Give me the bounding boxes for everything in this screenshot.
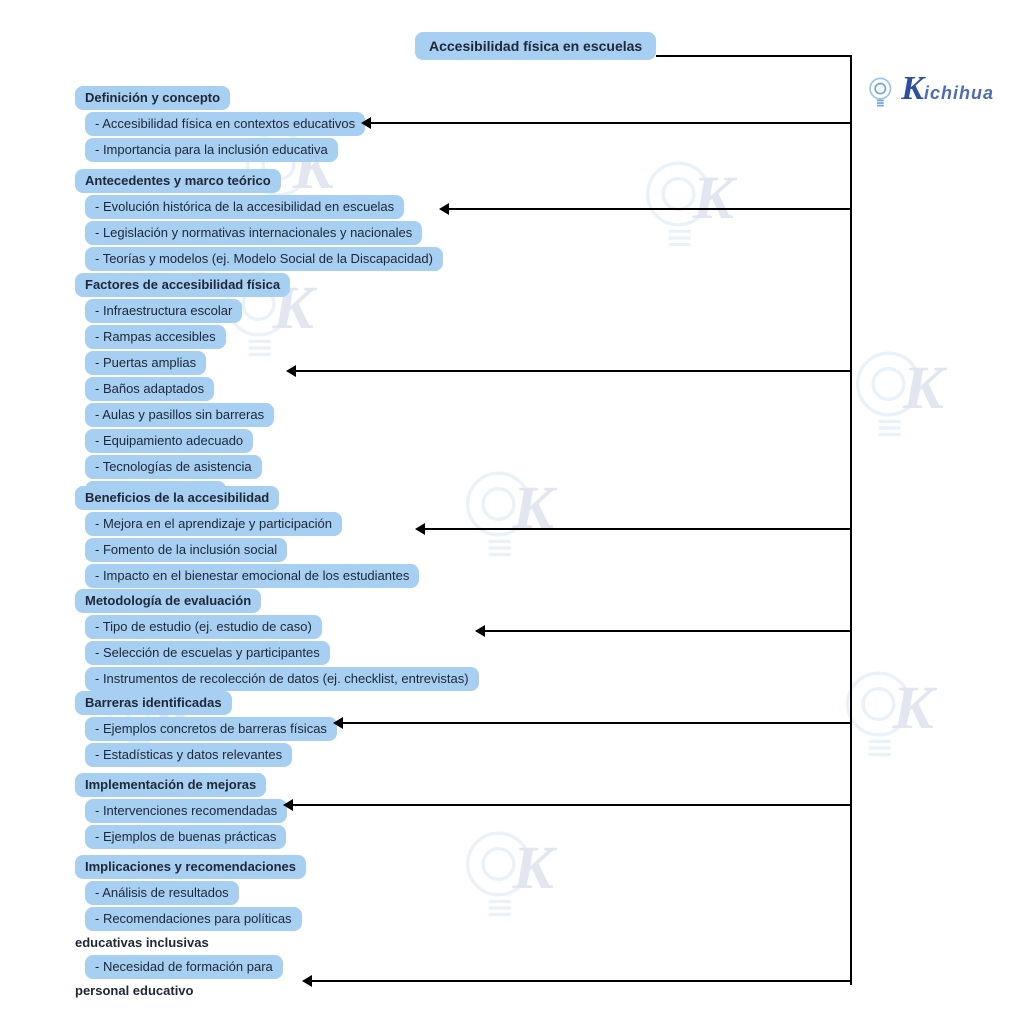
section-item: - Tecnologías de asistencia: [85, 455, 262, 479]
tree-trunk-line: [850, 55, 852, 985]
brand-logo: Kichihua: [865, 70, 994, 114]
section-item: - Tipo de estudio (ej. estudio de caso): [85, 615, 322, 639]
section-item: - Ejemplos de buenas prácticas: [85, 825, 286, 849]
watermark-logo: K: [850, 340, 960, 450]
section-item-continuation: personal educativo: [75, 981, 306, 1001]
section-title: Metodología de evaluación: [75, 589, 261, 613]
arrowhead-icon: [361, 117, 371, 129]
section-item: - Evolución histórica de la accesibilida…: [85, 195, 404, 219]
root-node: Accesibilidad física en escuelas: [415, 32, 656, 60]
arrowhead-icon: [302, 975, 312, 987]
watermark-logo: K: [640, 150, 750, 260]
section-item: - Legislación y normativas internacional…: [85, 221, 422, 245]
section-implicaciones: Implicaciones y recomendaciones - Anális…: [75, 854, 306, 1002]
section-item: - Equipamiento adecuado: [85, 429, 253, 453]
branch-line: [293, 804, 850, 806]
svg-text:K: K: [692, 164, 738, 232]
svg-text:K: K: [892, 674, 938, 742]
section-item: - Ejemplos concretos de barreras físicas: [85, 717, 337, 741]
section-beneficios: Beneficios de la accesibilidad - Mejora …: [75, 485, 419, 589]
arrowhead-icon: [415, 523, 425, 535]
branch-line: [371, 122, 850, 124]
root-connector-line: [656, 55, 852, 57]
section-title: Definición y concepto: [75, 86, 230, 110]
section-factores: Factores de accesibilidad física - Infra…: [75, 272, 290, 506]
section-item: - Importancia para la inclusión educativ…: [85, 138, 338, 162]
arrowhead-icon: [439, 203, 449, 215]
svg-text:K: K: [512, 834, 558, 902]
watermark-logo: K: [840, 660, 950, 770]
section-title: Factores de accesibilidad física: [75, 273, 290, 297]
arrowhead-icon: [333, 717, 343, 729]
section-implementacion: Implementación de mejoras - Intervencion…: [75, 772, 287, 850]
section-title: Implicaciones y recomendaciones: [75, 855, 306, 879]
section-item: - Mejora en el aprendizaje y participaci…: [85, 512, 342, 536]
branch-line: [449, 208, 850, 210]
section-title: Beneficios de la accesibilidad: [75, 486, 279, 510]
section-item: - Intervenciones recomendadas: [85, 799, 287, 823]
section-metodologia: Metodología de evaluación - Tipo de estu…: [75, 588, 479, 692]
arrowhead-icon: [283, 799, 293, 811]
section-item: - Puertas amplias: [85, 351, 206, 375]
section-title: Implementación de mejoras: [75, 773, 266, 797]
section-item: - Rampas accesibles: [85, 325, 226, 349]
section-antecedentes: Antecedentes y marco teórico - Evolución…: [75, 168, 443, 272]
arrowhead-icon: [475, 625, 485, 637]
section-item: - Impacto en el bienestar emocional de l…: [85, 564, 419, 588]
branch-line: [296, 370, 850, 372]
lightbulb-icon: [865, 75, 899, 114]
section-item: - Análisis de resultados: [85, 881, 239, 905]
section-item: - Accesibilidad física en contextos educ…: [85, 112, 365, 136]
section-definicion: Definición y concepto - Accesibilidad fí…: [75, 85, 365, 163]
root-label: Accesibilidad física en escuelas: [429, 38, 642, 54]
section-title: Antecedentes y marco teórico: [75, 169, 281, 193]
section-item: - Baños adaptados: [85, 377, 214, 401]
svg-text:K: K: [512, 474, 558, 542]
branch-line: [312, 980, 850, 982]
branch-line: [425, 528, 850, 530]
section-item: - Selección de escuelas y participantes: [85, 641, 330, 665]
watermark-logo: K: [460, 820, 570, 930]
section-item-continuation: educativas inclusivas: [75, 933, 306, 953]
section-item: - Infraestructura escolar: [85, 299, 242, 323]
logo-letter-k: K: [901, 70, 924, 107]
section-title: Barreras identificadas: [75, 691, 232, 715]
section-item: - Instrumentos de recolección de datos (…: [85, 667, 479, 691]
section-item: - Aulas y pasillos sin barreras: [85, 403, 274, 427]
section-item: - Fomento de la inclusión social: [85, 538, 287, 562]
section-item: - Estadísticas y datos relevantes: [85, 743, 292, 767]
section-barreras: Barreras identificadas - Ejemplos concre…: [75, 690, 337, 768]
logo-rest: ichihua: [924, 83, 994, 103]
section-item: - Teorías y modelos (ej. Modelo Social d…: [85, 247, 443, 271]
svg-text:K: K: [902, 354, 948, 422]
section-item: - Necesidad de formación para: [85, 955, 283, 979]
watermark-logo: K: [460, 460, 570, 570]
branch-line: [485, 630, 850, 632]
section-item: - Recomendaciones para políticas: [85, 907, 302, 931]
branch-line: [343, 722, 850, 724]
arrowhead-icon: [286, 365, 296, 377]
